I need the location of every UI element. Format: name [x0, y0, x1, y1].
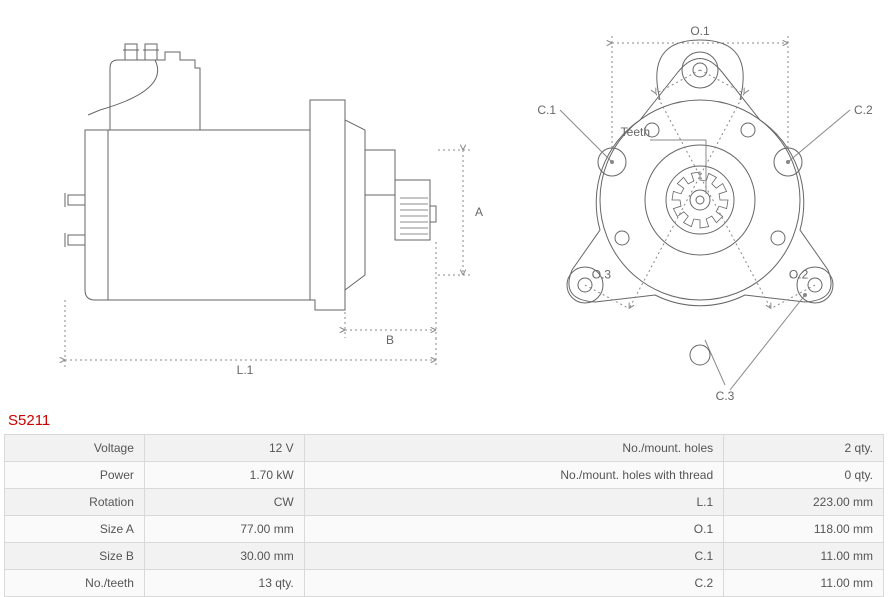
- spec-label: C.1: [304, 543, 723, 570]
- spec-label: C.2: [304, 570, 723, 597]
- spec-label: Rotation: [5, 489, 145, 516]
- spec-value: 11.00 mm: [724, 570, 884, 597]
- spec-value: 118.00 mm: [724, 516, 884, 543]
- spec-value: 0 qty.: [724, 462, 884, 489]
- svg-text:Teeth: Teeth: [621, 125, 650, 139]
- table-row: Size A77.00 mmO.1118.00 mm: [5, 516, 884, 543]
- diagram-area: A B L.1 O.1 O.2 O.3 C.1 C.2 C.3 Teeth: [0, 0, 889, 410]
- spec-value: 2 qty.: [724, 435, 884, 462]
- spec-label: No./teeth: [5, 570, 145, 597]
- spec-table: Voltage12 VNo./mount. holes2 qty.Power1.…: [4, 434, 884, 597]
- svg-text:O.2: O.2: [789, 268, 809, 282]
- spec-label: Voltage: [5, 435, 145, 462]
- table-row: Power1.70 kWNo./mount. holes with thread…: [5, 462, 884, 489]
- table-row: Voltage12 VNo./mount. holes2 qty.: [5, 435, 884, 462]
- table-row: RotationCWL.1223.00 mm: [5, 489, 884, 516]
- table-row: No./teeth13 qty.C.211.00 mm: [5, 570, 884, 597]
- svg-text:B: B: [386, 333, 394, 347]
- spec-label: Size A: [5, 516, 145, 543]
- svg-text:L.1: L.1: [237, 363, 254, 377]
- svg-text:A: A: [475, 205, 483, 219]
- spec-label: O.1: [304, 516, 723, 543]
- spec-value: 11.00 mm: [724, 543, 884, 570]
- spec-label: No./mount. holes with thread: [304, 462, 723, 489]
- svg-text:O.1: O.1: [690, 24, 710, 38]
- svg-text:C.3: C.3: [716, 389, 735, 403]
- svg-text:C.1: C.1: [537, 103, 556, 117]
- spec-value: 1.70 kW: [144, 462, 304, 489]
- table-row: Size B30.00 mmC.111.00 mm: [5, 543, 884, 570]
- spec-value: 77.00 mm: [144, 516, 304, 543]
- technical-drawing: A B L.1 O.1 O.2 O.3 C.1 C.2 C.3 Teeth: [0, 0, 889, 410]
- svg-text:C.2: C.2: [854, 103, 873, 117]
- spec-label: Size B: [5, 543, 145, 570]
- spec-value: 30.00 mm: [144, 543, 304, 570]
- spec-value: 12 V: [144, 435, 304, 462]
- spec-label: Power: [5, 462, 145, 489]
- spec-value: CW: [144, 489, 304, 516]
- spec-label: No./mount. holes: [304, 435, 723, 462]
- part-number: S5211: [8, 412, 50, 429]
- spec-value: 13 qty.: [144, 570, 304, 597]
- spec-label: L.1: [304, 489, 723, 516]
- spec-value: 223.00 mm: [724, 489, 884, 516]
- svg-text:O.3: O.3: [592, 268, 612, 282]
